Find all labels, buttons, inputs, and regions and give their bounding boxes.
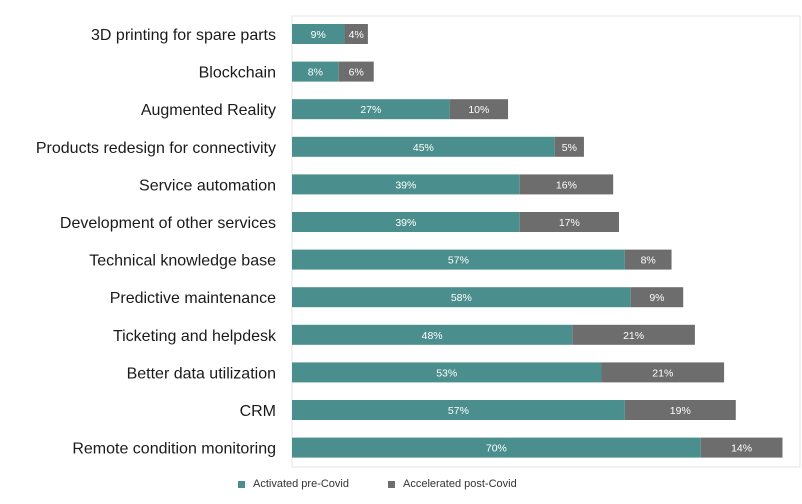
bar-activated-pre-covid [292,437,701,458]
category-label: Better data utilization [127,365,276,382]
category-label: Predictive maintenance [110,290,276,307]
category-labels: 3D printing for spare parts Blockchain Aug… [36,27,277,458]
bar-accelerated-post-covid [630,287,684,308]
data-label: 21% [623,330,644,342]
bars-group: 9% 4% 8% 6% 27% 10% 45% 5% 39% 16% 39% 17% 57% 8% 58% 9… [292,24,783,458]
bar-activated-pre-covid [292,287,631,308]
data-label: 57% [448,255,469,267]
category-label: Service automation [139,177,276,194]
legend-item-accelerated: Accelerated post-Covid [388,478,517,490]
bar-activated-pre-covid [292,249,625,270]
data-label: 19% [670,405,691,417]
category-label: Technical knowledge base [89,253,276,270]
legend-swatch-activated [238,480,245,488]
data-label: 21% [652,367,673,379]
bar-activated-pre-covid [292,324,573,345]
bar-accelerated-post-covid [338,61,374,82]
bar-activated-pre-covid [292,136,555,157]
bar-activated-pre-covid [292,362,602,383]
bar-accelerated-post-covid [344,24,368,44]
category-label: Augmented Reality [141,102,276,119]
bar-activated-pre-covid [292,174,520,195]
legend: Activated pre-Covid Accelerated post-Cov… [0,478,802,498]
data-label: 45% [413,142,434,154]
bar-activated-pre-covid [292,61,339,82]
category-label: Ticketing and helpdesk [113,328,277,345]
bar-activated-pre-covid [292,24,345,44]
data-label: 53% [436,367,457,379]
bar-accelerated-post-covid [572,324,695,345]
bar-activated-pre-covid [292,212,520,232]
legend-swatch-accelerated [388,480,395,488]
bar-accelerated-post-covid [554,136,584,157]
legend-label-accelerated: Accelerated post-Covid [403,478,517,490]
legend-item-activated: Activated pre-Covid [238,478,349,490]
data-label: 27% [360,104,381,116]
data-label: 14% [731,443,752,455]
data-label: 16% [556,179,577,191]
data-label: 6% [349,67,364,79]
data-label: 70% [486,443,507,455]
data-label: 10% [468,104,489,116]
data-label: 17% [559,217,580,229]
data-label: 8% [308,67,323,79]
bar-accelerated-post-covid [519,174,614,195]
category-label: Products redesign for connectivity [36,140,276,157]
bar-accelerated-post-covid [624,249,672,270]
data-label: 48% [422,330,443,342]
data-label: 8% [641,255,656,267]
category-label: CRM [240,403,276,420]
bar-activated-pre-covid [292,400,625,420]
data-label: 5% [562,142,577,154]
category-label: Blockchain [199,65,276,82]
plot-area [291,15,801,468]
bar-accelerated-post-covid [700,437,783,458]
bar-accelerated-post-covid [449,99,509,120]
bar-activated-pre-covid [292,99,450,120]
bar-accelerated-post-covid [624,400,736,420]
data-label: 57% [448,405,469,417]
category-label: 3D printing for spare parts [91,27,276,44]
bar-accelerated-post-covid [519,212,619,232]
data-label: 58% [451,292,472,304]
data-label: 9% [649,292,664,304]
data-label: 39% [395,217,416,229]
data-label: 9% [311,29,326,41]
data-label: 4% [349,29,364,41]
category-label: Development of other services [60,215,276,232]
data-label: 39% [395,179,416,191]
category-label: Remote condition monitoring [72,441,276,458]
legend-label-activated: Activated pre-Covid [253,478,349,490]
bar-accelerated-post-covid [601,362,725,383]
